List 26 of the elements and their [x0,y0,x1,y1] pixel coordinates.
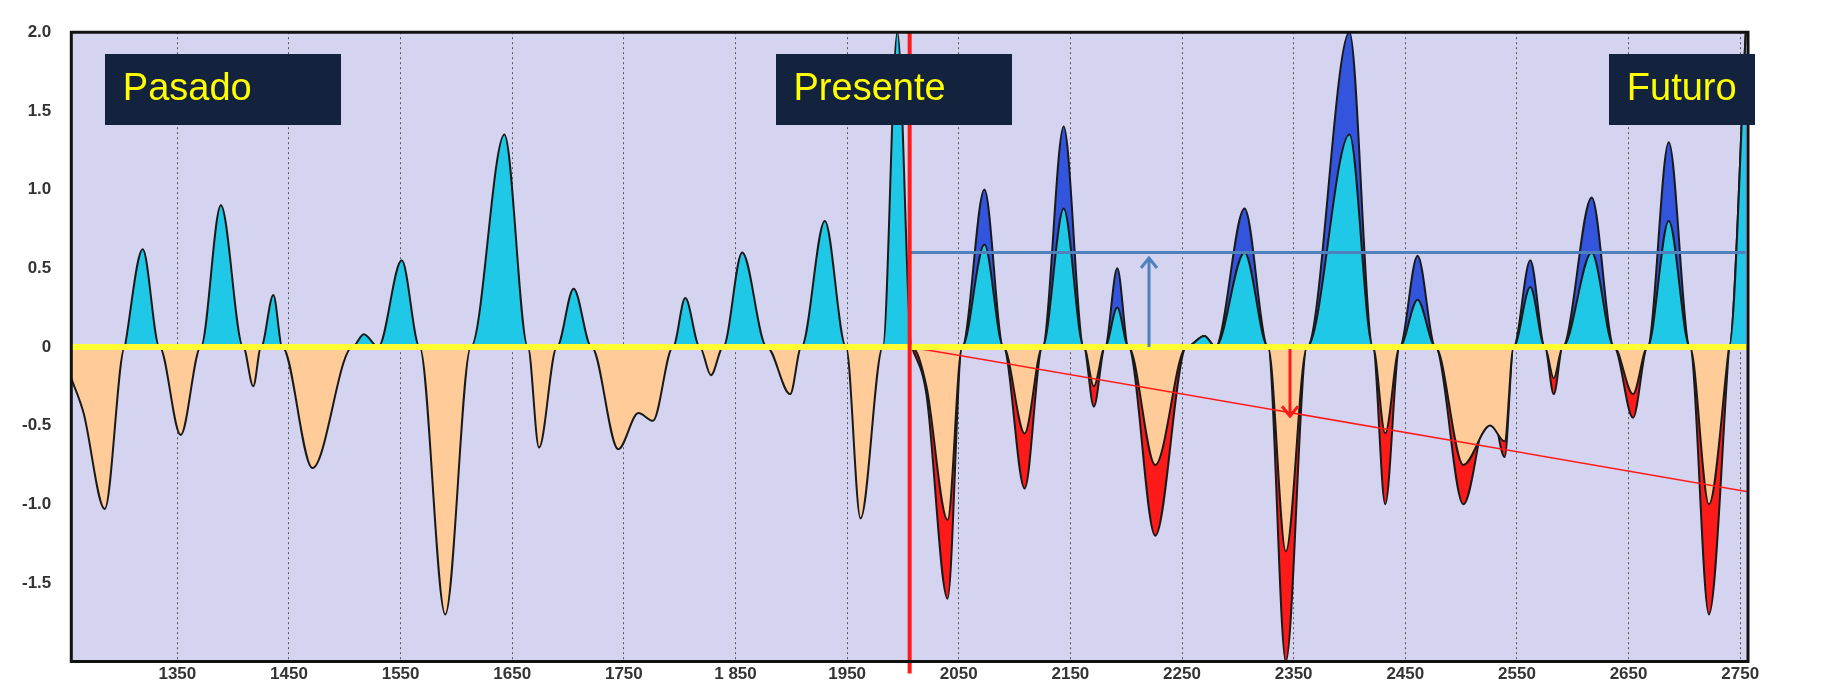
x-tick-label: 1350 [158,664,197,684]
y-tick-label: 1.5 [27,100,52,120]
y-tick-label: 1.0 [27,179,52,199]
y-tick-label: -1.0 [22,493,52,513]
x-tick-label: 1650 [493,664,532,684]
x-tick-label: 1750 [604,664,643,684]
y-tick-label: 0 [41,336,52,356]
x-tick-label: 2050 [939,664,978,684]
y-tick-label: -0.5 [22,415,52,435]
x-tick-label: 2450 [1386,664,1425,684]
x-tick-label: 2350 [1274,664,1313,684]
y-tick-label: 2.0 [27,21,52,41]
annotation: Presente [775,54,1012,126]
x-tick-label: 1450 [270,664,308,684]
annotation: Futuro [1608,54,1755,126]
x-tick-label: 1 850 [714,664,757,684]
x-tick-label: 2650 [1609,664,1648,684]
x-tick-label: 2150 [1051,664,1090,684]
y-tick-label: 0.5 [27,257,52,277]
y-tick-label: -1.5 [22,572,52,592]
x-tick-label: 2250 [1163,664,1201,684]
x-tick-label: 2750 [1721,664,1760,684]
x-tick-label: 2550 [1498,664,1536,684]
annotation: Pasado [104,54,341,126]
x-tick-label: 1950 [828,664,867,684]
x-tick-label: 1550 [381,664,420,684]
